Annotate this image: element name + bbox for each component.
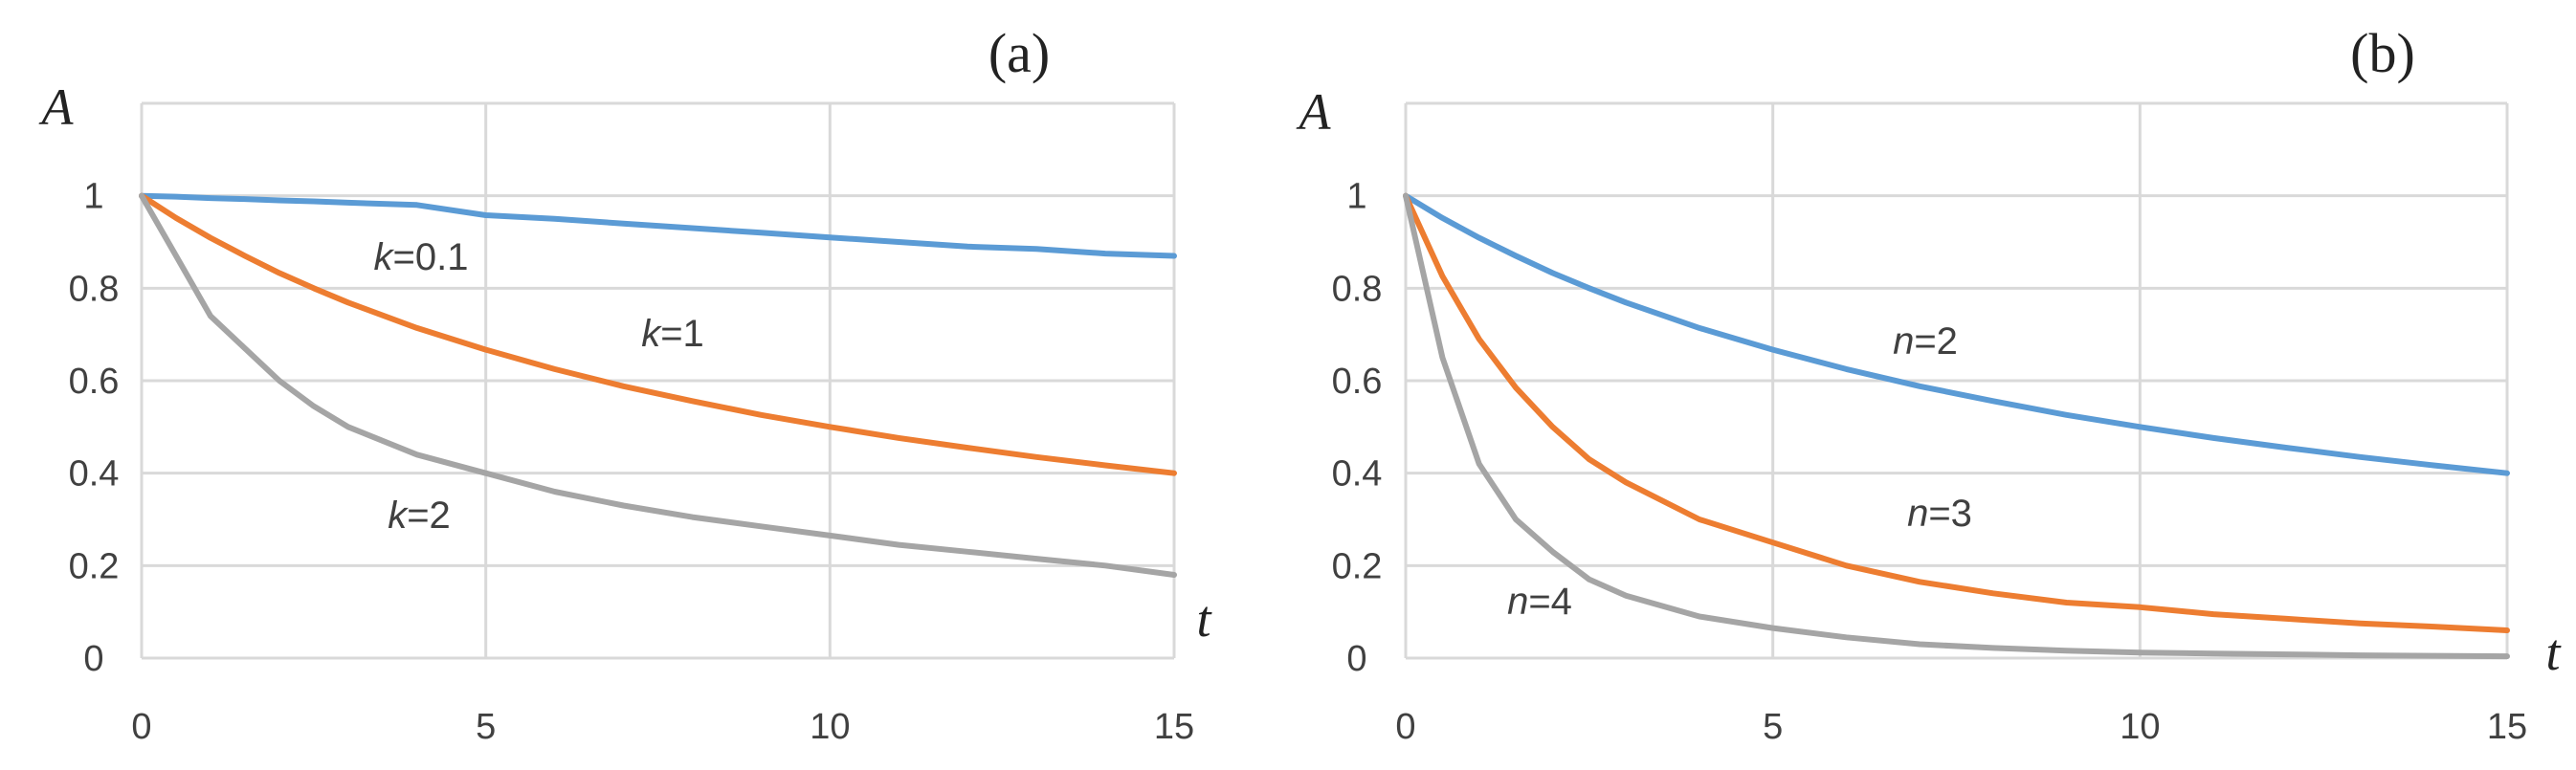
series-label-value: =4 <box>1528 581 1572 623</box>
series-label-value: =1 <box>660 313 704 355</box>
series-label-value: =3 <box>1928 493 1972 535</box>
panel-label: (b) <box>2350 22 2415 84</box>
series-line-k-1 <box>139 192 1177 476</box>
series-label-variable: k <box>374 236 395 278</box>
y-tick-label: 0.2 <box>1332 546 1383 586</box>
series-line-k-0.1 <box>139 192 1177 259</box>
chart-panel-b: 00.20.40.60.810 5 10 15n=2n=3n=4(b)At <box>1297 22 2563 747</box>
x-tick-label: 0 <box>1395 707 1415 747</box>
x-tick-label: 15 <box>2487 707 2527 747</box>
series-label-variable: n <box>1907 493 1928 535</box>
y-tick-label: 0.8 <box>1332 269 1383 309</box>
series-label: n=4 <box>1507 581 1572 623</box>
y-tick-label: 1 <box>1346 177 1366 217</box>
series-label-variable: n <box>1507 581 1528 623</box>
series-line-n-3 <box>1403 192 2510 633</box>
x-axis-title: t <box>1196 590 1212 648</box>
y-tick-label: 0.2 <box>69 546 120 586</box>
x-tick-label: 15 <box>1154 707 1194 747</box>
x-tick-label: 5 <box>1763 707 1783 747</box>
y-tick-label: 0.6 <box>69 362 120 402</box>
series-label: n=2 <box>1893 320 1958 363</box>
series-label: k=2 <box>388 495 451 537</box>
y-axis-title: A <box>1297 83 1332 141</box>
x-tick-label: 0 <box>131 707 151 747</box>
series-label-value: =2 <box>407 495 451 537</box>
series-label-variable: k <box>388 495 409 537</box>
series-label-variable: k <box>641 313 662 355</box>
x-axis-title: t <box>2545 624 2562 681</box>
series-label: k=1 <box>641 313 704 355</box>
y-tick-label: 0 <box>1346 639 1366 679</box>
series-line-k-2 <box>139 192 1177 578</box>
y-tick-label: 0.8 <box>69 269 120 309</box>
series-label-variable: n <box>1893 320 1914 363</box>
y-tick-label: 0 <box>83 639 103 679</box>
y-axis-title: A <box>39 78 75 136</box>
panel-label: (a) <box>988 22 1050 84</box>
y-tick-label: 0.6 <box>1332 362 1383 402</box>
chart-panel-a: 00.20.40.60.810 5 10 15k=0.1k=1k=2(a)At <box>39 22 1213 747</box>
y-tick-label: 0.4 <box>1332 454 1383 495</box>
series-label: k=0.1 <box>374 236 469 278</box>
series-line-n-4 <box>1403 192 2510 660</box>
series-label: n=3 <box>1907 493 1972 535</box>
x-tick-label: 10 <box>2120 707 2160 747</box>
series-line-n-2 <box>1403 192 2510 476</box>
series-label-value: =0.1 <box>393 236 469 278</box>
y-tick-label: 1 <box>83 177 103 217</box>
y-tick-label: 0.4 <box>69 454 120 495</box>
x-tick-label: 10 <box>810 707 850 747</box>
x-tick-label: 5 <box>476 707 496 747</box>
series-label-value: =2 <box>1914 320 1958 363</box>
